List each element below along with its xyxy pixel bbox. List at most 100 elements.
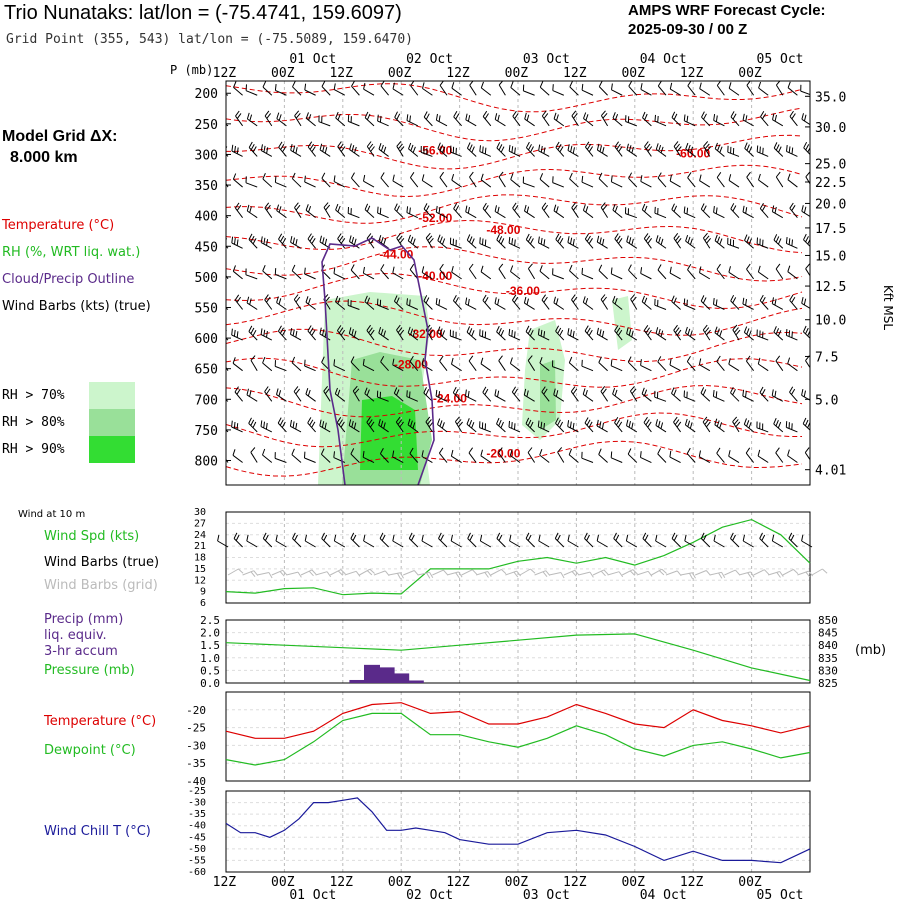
wind-barb-upper — [600, 294, 609, 310]
wind-barb-upper — [713, 206, 725, 219]
wind-chill-tick-label: -50 — [188, 844, 206, 855]
date-label-top: 01 Oct — [289, 52, 336, 67]
wind-barb-upper — [787, 173, 798, 188]
wind-barb-upper — [552, 360, 564, 372]
height-tick-label: 30.0 — [815, 121, 846, 136]
wind-barb-upper — [245, 268, 258, 280]
height-axis-label: Kft MSL — [881, 285, 895, 330]
wind-barb-upper — [468, 355, 477, 371]
dewpoint-line — [225, 712, 811, 766]
wind-barb-upper — [669, 174, 681, 188]
wind-barb-upper — [421, 174, 433, 188]
time-label-bottom: 12Z — [563, 875, 587, 890]
wind-barb-upper — [407, 326, 419, 341]
wind-barb-upper — [539, 449, 550, 463]
wind-barb-upper — [347, 114, 360, 127]
wind-chill-tick-label: -60 — [188, 867, 206, 878]
wind-barb-upper — [625, 115, 637, 127]
wind-barb-upper — [498, 263, 506, 280]
temperature-contour-label: -24.00 — [433, 391, 467, 405]
wind-barb-upper — [567, 328, 579, 341]
wind-barb-upper — [262, 81, 273, 96]
wind-barb-upper — [727, 237, 740, 249]
wind-barb-upper — [394, 111, 404, 127]
pressure-unit-label: (mb) — [855, 643, 887, 658]
wind-barb-upper — [393, 295, 404, 310]
wind-barb-upper — [407, 234, 419, 249]
wind-barb-upper — [293, 294, 302, 310]
wind-barb-upper — [423, 387, 433, 402]
wind-barb-upper — [450, 449, 462, 463]
temperature-contour-label: -48.00 — [486, 223, 520, 237]
temperature-contour — [226, 246, 803, 282]
wind-barb-upper — [347, 299, 360, 310]
wind-barb-upper — [600, 110, 609, 127]
wind-barb-upper — [583, 112, 594, 127]
wind-barb-upper — [409, 172, 419, 188]
wind-barb-upper — [714, 418, 725, 433]
wind-barb-upper — [496, 142, 506, 157]
wind-barb-upper — [685, 326, 696, 341]
wind-barb-upper — [469, 81, 477, 96]
temperature-contour — [226, 134, 803, 170]
wind-barb-upper — [628, 81, 638, 96]
wind-barb-upper — [469, 171, 477, 188]
wind-barb-upper — [654, 114, 667, 127]
wind-barb-upper — [553, 388, 565, 402]
wind-barb-upper — [612, 295, 623, 310]
legend-precip-accum: 3-hr accum — [44, 644, 118, 659]
wind-barb-sfc-grid — [505, 570, 521, 578]
wind-barb-upper — [496, 233, 506, 249]
wind-barb-upper — [466, 418, 477, 433]
temperature-frame — [225, 691, 811, 782]
height-tick-label: 4.01 — [815, 464, 846, 479]
wind-barb-upper — [304, 175, 316, 188]
date-label-top: 04 Oct — [640, 52, 687, 67]
wind-barb-sfc-grid — [300, 569, 317, 577]
wind-barb-upper — [610, 359, 623, 372]
wind-barb-sfc-true — [655, 534, 667, 548]
wind-barb-upper — [274, 268, 287, 280]
wind-barb-upper — [732, 416, 741, 433]
legend-wind-barbs: Wind Barbs (kts) (true) — [2, 299, 151, 314]
wind-barb-upper — [274, 452, 287, 463]
wind-barb-upper — [248, 325, 258, 341]
temperature-contour-label: -40.00 — [418, 269, 452, 283]
wind-barb-upper — [728, 266, 740, 280]
wind-barb-upper — [508, 328, 521, 341]
wind-barb-upper — [480, 173, 492, 188]
wind-barb-upper — [438, 447, 448, 463]
wind-barb-upper — [805, 263, 810, 277]
date-label-bottom: 05 Oct — [757, 888, 804, 900]
wind-barb-upper — [496, 417, 506, 433]
wind-barb-upper — [756, 329, 769, 341]
wind-barb-upper — [801, 205, 810, 218]
wind-chill-tick-label: -30 — [188, 798, 206, 809]
wind-barb-upper — [742, 205, 754, 219]
wind-barb-upper — [277, 417, 287, 433]
wind-barb-upper — [801, 388, 810, 401]
height-tick-label: 20.0 — [815, 197, 846, 212]
wind-barb-upper — [304, 451, 316, 463]
wind-barb-upper — [291, 356, 302, 372]
temperature-contour — [226, 194, 803, 224]
wind-barb-upper — [335, 295, 346, 310]
wind-barb-upper — [628, 172, 638, 188]
height-tick-label: 7.5 — [815, 350, 838, 365]
wind-barb-upper — [643, 416, 652, 433]
time-label-top: 12Z — [446, 66, 470, 81]
wind-barb-upper — [730, 203, 740, 219]
wind-barb-upper — [584, 417, 594, 433]
wind-barb-upper — [451, 265, 462, 280]
legend-dewpoint: Dewpoint (°C) — [44, 743, 136, 758]
wind-barb-upper — [363, 174, 375, 188]
date-label-top: 03 Oct — [523, 52, 570, 67]
wind-barb-upper — [626, 143, 638, 157]
wind-barb-upper — [567, 236, 579, 249]
wind-barb-upper — [527, 263, 536, 280]
wind-barb-upper — [406, 390, 418, 402]
wind-barb-upper — [406, 206, 419, 219]
wind-barb-upper — [541, 294, 550, 310]
wind10-label: Wind at 10 m — [18, 509, 86, 520]
wind-barb-upper — [305, 296, 316, 310]
